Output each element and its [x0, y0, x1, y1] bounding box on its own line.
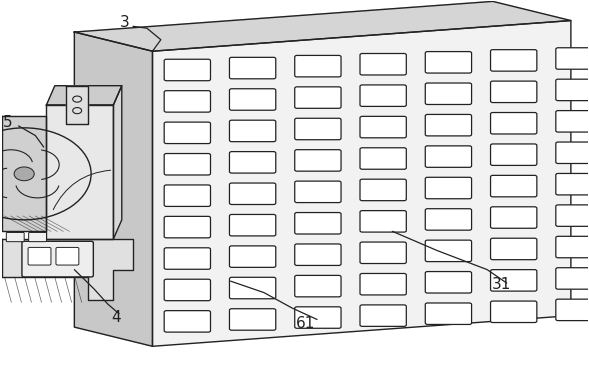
FancyBboxPatch shape — [556, 48, 589, 69]
FancyBboxPatch shape — [491, 81, 537, 103]
FancyBboxPatch shape — [28, 247, 51, 265]
FancyBboxPatch shape — [425, 240, 472, 262]
FancyBboxPatch shape — [556, 236, 589, 258]
FancyBboxPatch shape — [556, 142, 589, 164]
FancyBboxPatch shape — [230, 152, 276, 173]
FancyBboxPatch shape — [491, 270, 537, 291]
FancyBboxPatch shape — [425, 303, 472, 325]
FancyBboxPatch shape — [230, 215, 276, 236]
FancyBboxPatch shape — [6, 232, 24, 242]
FancyBboxPatch shape — [491, 144, 537, 166]
FancyBboxPatch shape — [425, 146, 472, 167]
FancyBboxPatch shape — [360, 305, 406, 326]
Polygon shape — [2, 239, 133, 300]
Polygon shape — [47, 105, 114, 239]
FancyBboxPatch shape — [294, 56, 341, 77]
FancyBboxPatch shape — [294, 213, 341, 234]
FancyBboxPatch shape — [425, 83, 472, 105]
Polygon shape — [114, 86, 122, 239]
FancyBboxPatch shape — [164, 154, 210, 175]
FancyBboxPatch shape — [164, 248, 210, 269]
FancyBboxPatch shape — [360, 179, 406, 201]
FancyBboxPatch shape — [360, 273, 406, 295]
FancyBboxPatch shape — [164, 91, 210, 112]
FancyBboxPatch shape — [556, 79, 589, 101]
Text: 61: 61 — [296, 316, 316, 331]
FancyBboxPatch shape — [425, 52, 472, 73]
Text: 4: 4 — [111, 310, 121, 325]
Polygon shape — [47, 86, 122, 105]
FancyBboxPatch shape — [491, 238, 537, 260]
FancyBboxPatch shape — [556, 268, 589, 289]
FancyBboxPatch shape — [556, 111, 589, 132]
FancyBboxPatch shape — [164, 122, 210, 144]
FancyBboxPatch shape — [164, 311, 210, 332]
FancyBboxPatch shape — [164, 59, 210, 81]
FancyBboxPatch shape — [491, 50, 537, 71]
FancyBboxPatch shape — [294, 87, 341, 108]
FancyBboxPatch shape — [294, 244, 341, 266]
Text: 31: 31 — [491, 278, 511, 293]
FancyBboxPatch shape — [360, 242, 406, 264]
FancyBboxPatch shape — [360, 54, 406, 75]
FancyBboxPatch shape — [556, 173, 589, 195]
FancyBboxPatch shape — [360, 211, 406, 232]
FancyBboxPatch shape — [360, 116, 406, 138]
FancyBboxPatch shape — [425, 114, 472, 136]
FancyBboxPatch shape — [491, 113, 537, 134]
FancyBboxPatch shape — [56, 247, 79, 265]
Polygon shape — [153, 20, 571, 346]
FancyBboxPatch shape — [294, 118, 341, 140]
FancyBboxPatch shape — [491, 301, 537, 323]
FancyBboxPatch shape — [230, 246, 276, 267]
FancyBboxPatch shape — [491, 207, 537, 228]
Polygon shape — [66, 86, 88, 124]
FancyBboxPatch shape — [230, 120, 276, 142]
FancyBboxPatch shape — [425, 272, 472, 293]
FancyBboxPatch shape — [29, 232, 47, 242]
FancyBboxPatch shape — [230, 309, 276, 330]
Polygon shape — [74, 2, 571, 51]
FancyBboxPatch shape — [425, 209, 472, 230]
FancyBboxPatch shape — [556, 205, 589, 226]
FancyBboxPatch shape — [164, 279, 210, 301]
Circle shape — [14, 167, 34, 181]
Text: 5: 5 — [2, 115, 12, 130]
FancyBboxPatch shape — [360, 85, 406, 107]
FancyBboxPatch shape — [164, 217, 210, 238]
FancyBboxPatch shape — [230, 89, 276, 110]
FancyBboxPatch shape — [294, 150, 341, 171]
FancyBboxPatch shape — [294, 275, 341, 297]
FancyBboxPatch shape — [164, 185, 210, 207]
FancyBboxPatch shape — [230, 277, 276, 299]
FancyBboxPatch shape — [556, 299, 589, 321]
FancyBboxPatch shape — [360, 148, 406, 169]
FancyBboxPatch shape — [230, 58, 276, 79]
FancyBboxPatch shape — [294, 307, 341, 328]
FancyBboxPatch shape — [230, 183, 276, 205]
Polygon shape — [74, 32, 153, 346]
FancyBboxPatch shape — [425, 177, 472, 199]
FancyBboxPatch shape — [491, 175, 537, 197]
Text: 3: 3 — [120, 15, 130, 30]
Polygon shape — [2, 116, 47, 231]
FancyBboxPatch shape — [22, 241, 93, 277]
FancyBboxPatch shape — [294, 181, 341, 203]
